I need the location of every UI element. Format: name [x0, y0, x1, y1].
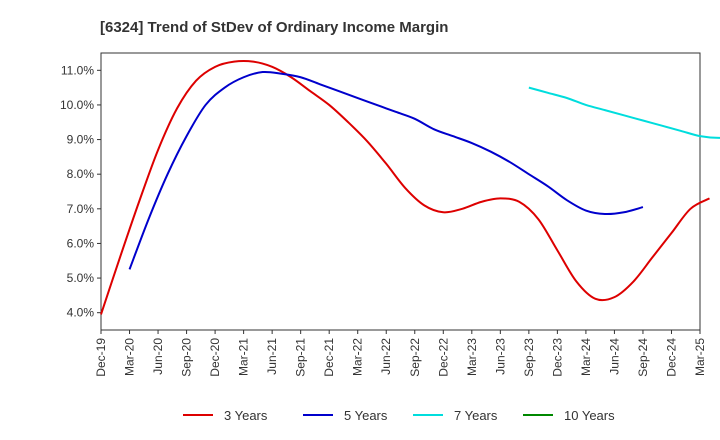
legend: 3 Years 5 Years 7 Years 10 Years [183, 408, 615, 423]
y-tick-label: 9.0% [67, 133, 95, 147]
axes [100, 52, 701, 331]
x-tick-label: Jun-21 [265, 338, 279, 375]
x-tick-label: Dec-23 [550, 338, 564, 377]
x-tick-label: Mar-21 [237, 338, 251, 376]
chart-title: [6324] Trend of StDev of Ordinary Income… [100, 19, 448, 36]
x-tick-label: Mar-25 [693, 338, 707, 376]
legend-label: 7 Years [454, 408, 498, 423]
x-tick-label: Sep-20 [180, 338, 194, 377]
y-tick-label: 7.0% [67, 202, 95, 216]
x-tick-label: Jun-24 [607, 338, 621, 375]
x-tick-label: Sep-24 [636, 338, 650, 377]
x-tick-label: Dec-24 [664, 338, 678, 377]
x-tick-label: Jun-22 [379, 338, 393, 375]
x-tick-label: Sep-21 [294, 338, 308, 377]
x-tick-label: Dec-20 [208, 338, 222, 377]
series-line-5-years [128, 70, 644, 270]
y-tick-label: 8.0% [67, 167, 95, 181]
x-tick-label: Mar-24 [579, 338, 593, 376]
x-tick-label: Jun-23 [493, 338, 507, 375]
x-tick-label: Sep-22 [408, 338, 422, 377]
x-tick-label: Dec-22 [436, 338, 450, 377]
series-lines [100, 60, 720, 315]
legend-label: 3 Years [224, 408, 268, 423]
y-tick-label: 6.0% [67, 236, 95, 250]
x-tick-label: Dec-21 [322, 338, 336, 377]
x-axis-ticks: Dec-19 Mar-20 Jun-20 Sep-20 Dec-20 Mar-21 Jun-… [94, 330, 707, 377]
y-tick-label: 4.0% [67, 306, 95, 320]
x-tick-label: Sep-23 [522, 338, 536, 377]
y-axis-ticks: 4.0% 5.0% 6.0% 7.0% 8.0% 9.0% 10.0% 11.0% [60, 63, 101, 320]
x-tick-label: Jun-20 [151, 338, 165, 375]
plot-area [100, 52, 701, 331]
x-tick-label: Mar-23 [465, 338, 479, 376]
legend-label: 10 Years [564, 408, 615, 423]
y-tick-label: 11.0% [61, 63, 94, 77]
series-line-3-years [100, 60, 710, 315]
legend-label: 5 Years [344, 408, 388, 423]
y-tick-label: 10.0% [60, 98, 94, 112]
series-line-7-years [528, 86, 720, 139]
y-tick-label: 5.0% [67, 271, 95, 285]
x-tick-label: Mar-20 [123, 338, 137, 376]
x-tick-label: Dec-19 [94, 338, 108, 377]
x-tick-label: Mar-22 [351, 338, 365, 376]
